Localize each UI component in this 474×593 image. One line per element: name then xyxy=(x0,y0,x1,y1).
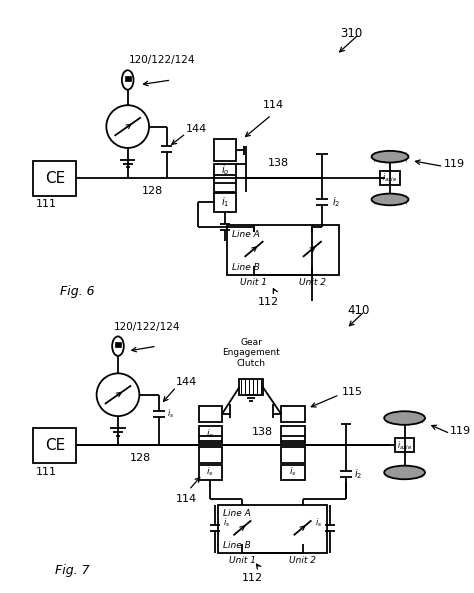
Ellipse shape xyxy=(372,194,409,205)
Text: 115: 115 xyxy=(341,387,363,397)
Text: 111: 111 xyxy=(36,199,56,209)
Ellipse shape xyxy=(384,412,425,425)
Bar xyxy=(281,426,304,444)
Text: 138: 138 xyxy=(268,158,289,168)
Text: 114: 114 xyxy=(263,100,284,110)
Text: $i_o$: $i_o$ xyxy=(220,164,229,177)
Text: $i_{axle}$: $i_{axle}$ xyxy=(397,439,412,451)
Text: $i_2$: $i_2$ xyxy=(332,196,340,209)
Bar xyxy=(115,342,121,347)
Text: Fig. 6: Fig. 6 xyxy=(60,285,94,298)
Bar xyxy=(34,428,76,463)
Text: 410: 410 xyxy=(348,304,370,317)
Text: $i_s$: $i_s$ xyxy=(166,408,174,420)
Bar xyxy=(380,171,400,185)
Bar xyxy=(218,505,327,553)
Text: 138: 138 xyxy=(252,428,273,438)
Text: $i_s$: $i_s$ xyxy=(289,466,297,478)
Text: $i_s$: $i_s$ xyxy=(315,517,322,529)
Text: CE: CE xyxy=(45,438,65,452)
Bar xyxy=(199,406,222,422)
Bar xyxy=(34,161,76,196)
Text: 120/122/124: 120/122/124 xyxy=(114,321,181,331)
Text: 112: 112 xyxy=(241,572,263,582)
Bar xyxy=(199,447,222,463)
Bar xyxy=(214,193,236,212)
Text: $i_{axle}$: $i_{axle}$ xyxy=(383,172,398,184)
Bar xyxy=(214,164,236,192)
Bar xyxy=(395,438,414,452)
Bar xyxy=(281,447,304,463)
Text: 111: 111 xyxy=(36,467,56,477)
Ellipse shape xyxy=(384,466,425,479)
Bar xyxy=(227,225,339,275)
Text: $i_s$: $i_s$ xyxy=(223,517,230,529)
Ellipse shape xyxy=(372,151,409,162)
Bar xyxy=(281,465,304,480)
Text: CE: CE xyxy=(45,171,65,186)
Text: $i_2$: $i_2$ xyxy=(354,467,362,482)
Text: $i_1$: $i_1$ xyxy=(221,196,229,209)
Text: 128: 128 xyxy=(129,453,151,463)
Text: Line A: Line A xyxy=(223,509,251,518)
Text: 310: 310 xyxy=(340,27,362,40)
Bar xyxy=(239,379,263,395)
Text: Line B: Line B xyxy=(232,263,259,272)
Text: 120/122/124: 120/122/124 xyxy=(128,55,195,65)
Text: 112: 112 xyxy=(258,296,279,307)
Bar xyxy=(199,465,222,480)
Text: Unit 2: Unit 2 xyxy=(299,278,326,287)
Text: Line A: Line A xyxy=(232,229,259,238)
Bar xyxy=(281,406,304,422)
Text: 128: 128 xyxy=(142,186,164,196)
Text: Unit 2: Unit 2 xyxy=(289,556,316,565)
Text: 119: 119 xyxy=(444,158,465,168)
Text: 144: 144 xyxy=(186,125,207,135)
Bar xyxy=(125,76,131,81)
Text: Line B: Line B xyxy=(223,541,251,550)
Bar xyxy=(214,139,236,161)
Text: Gear
Engagement
Clutch: Gear Engagement Clutch xyxy=(222,338,280,368)
Text: $i_o$: $i_o$ xyxy=(206,428,214,440)
Bar xyxy=(199,426,222,444)
Text: 114: 114 xyxy=(175,494,197,504)
Text: Unit 1: Unit 1 xyxy=(240,278,267,287)
Text: 119: 119 xyxy=(450,426,471,436)
Text: $i_s$: $i_s$ xyxy=(207,466,214,478)
Text: Unit 1: Unit 1 xyxy=(229,556,256,565)
Text: Fig. 7: Fig. 7 xyxy=(55,564,90,577)
Text: 144: 144 xyxy=(176,377,198,387)
